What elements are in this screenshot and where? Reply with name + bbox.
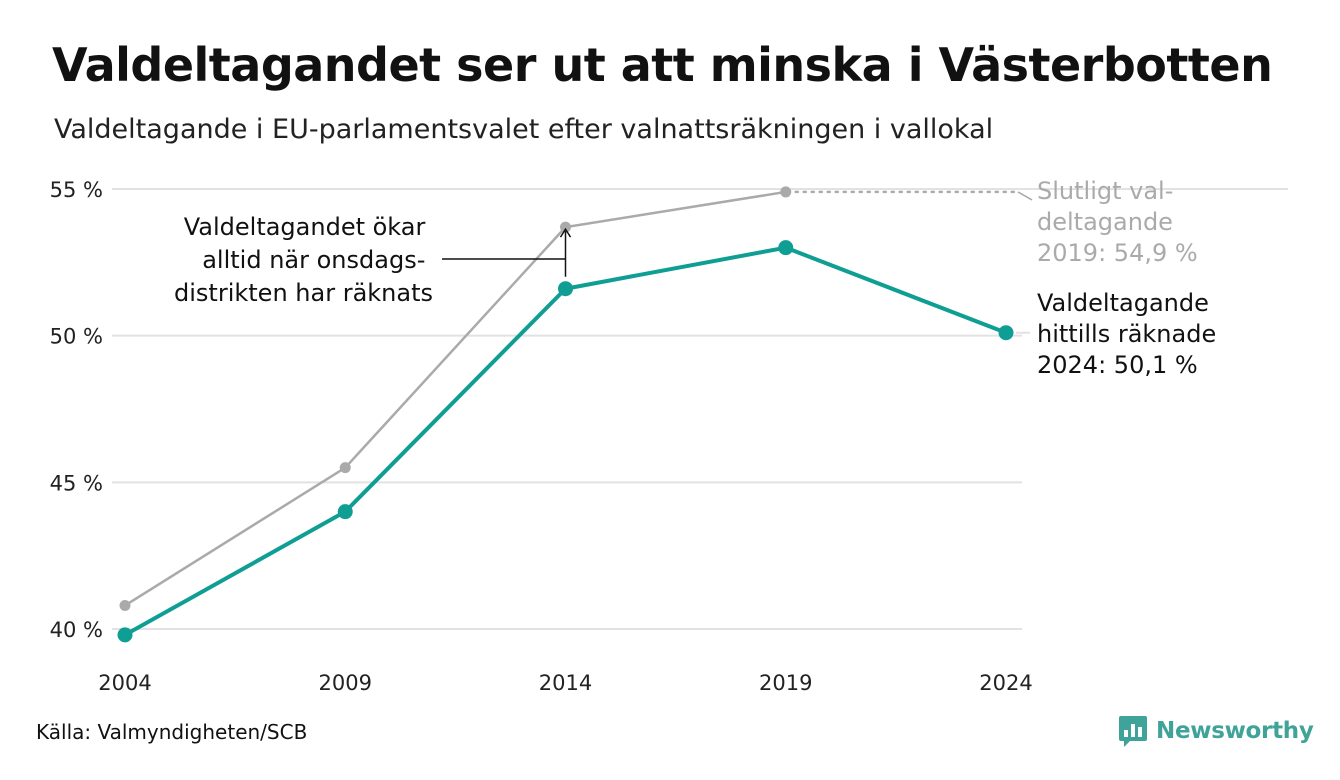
arrow-head xyxy=(559,227,572,238)
y-tick-label: 40 % xyxy=(50,618,103,642)
final-turnout-point xyxy=(560,221,571,233)
arrow-note-line: Valdeltagandet ökar xyxy=(184,213,426,241)
final-note-line: Slutligt val- xyxy=(1037,177,1173,205)
series-layer xyxy=(117,186,1014,643)
final-turnout-point xyxy=(119,600,131,612)
arrow-note-line: distrikten har räknats xyxy=(174,279,433,307)
final-turnout-line xyxy=(123,190,787,607)
chart-title: Valdeltagandet ser ut att minska i Väste… xyxy=(52,38,1273,92)
y-tick-label: 55 % xyxy=(50,178,103,202)
x-tick-label: 2004 xyxy=(98,671,151,695)
final-turnout-point xyxy=(339,462,351,474)
counted-turnout-point xyxy=(558,281,573,297)
counted-turnout-point xyxy=(337,504,353,520)
brand-name: Newsworthy xyxy=(1156,718,1314,744)
y-tick-label: 45 % xyxy=(50,471,103,495)
arrow-note: Valdeltagandet ökar alltid när onsdags- … xyxy=(174,213,433,307)
brand-logo: Newsworthy xyxy=(1118,714,1314,748)
counted-turnout-point xyxy=(998,325,1014,341)
newsworthy-logo-icon xyxy=(1119,716,1147,747)
y-axis-ticks: 40 % 45 % 50 % 55 % xyxy=(50,178,103,642)
counted-turnout-note: Valdeltagande hittills räknade 2024: 50,… xyxy=(1037,289,1224,379)
x-tick-label: 2024 xyxy=(979,671,1032,695)
x-tick-label: 2009 xyxy=(319,671,372,695)
y-tick-label: 50 % xyxy=(50,325,103,349)
arrow-note-line: alltid när onsdags- xyxy=(202,246,425,274)
x-axis-ticks: 2004 2009 2014 2019 2024 xyxy=(98,671,1032,695)
counted-turnout-point xyxy=(117,627,133,643)
final-turnout-point xyxy=(780,186,792,198)
counted-note-line: hittills räknade xyxy=(1037,320,1216,348)
final-note-leader xyxy=(1017,191,1033,201)
x-tick-label: 2014 xyxy=(539,671,592,695)
annotation-layer: Valdeltagandet ökar alltid när onsdags- … xyxy=(174,177,1224,379)
final-turnout-note: Slutligt val- deltagande 2019: 54,9 % xyxy=(1037,177,1198,267)
final-note-line: deltagande xyxy=(1037,208,1173,236)
counted-note-line: 2024: 50,1 % xyxy=(1037,351,1198,379)
counted-turnout-point xyxy=(778,240,794,256)
chart-subtitle: Valdeltagande i EU-parlamentsvalet efter… xyxy=(54,114,994,145)
x-tick-label: 2019 xyxy=(759,671,812,695)
final-note-line: 2019: 54,9 % xyxy=(1037,239,1198,267)
counted-note-line: Valdeltagande xyxy=(1037,289,1209,317)
grid-layer xyxy=(112,188,1288,630)
source-note: Källa: Valmyndigheten/SCB xyxy=(36,720,308,744)
